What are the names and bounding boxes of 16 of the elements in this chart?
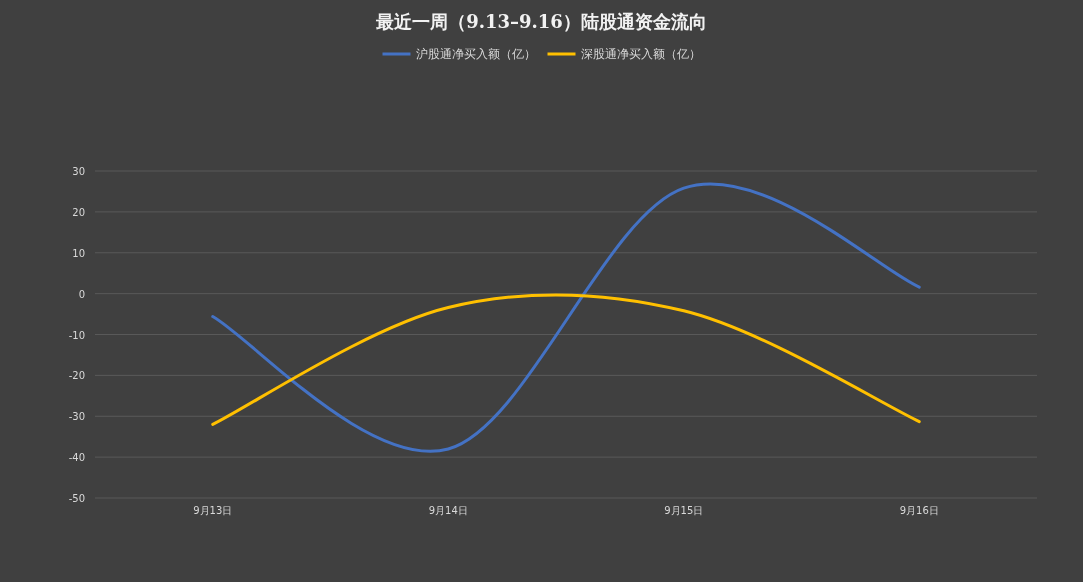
legend-label: 沪股通净买入额（亿） — [415, 47, 536, 61]
y-tick-label: -20 — [68, 370, 85, 382]
x-tick-label: 9月15日 — [664, 505, 704, 516]
chart-title: 最近一周（9.13–9.16）陆股通资金流向 — [375, 11, 707, 32]
legend-label: 深股通净买入额（亿） — [580, 47, 701, 61]
x-tick-label: 9月16日 — [899, 505, 939, 516]
y-tick-label: 20 — [72, 206, 85, 218]
x-tick-label: 9月14日 — [428, 505, 468, 516]
y-tick-label: 30 — [72, 166, 85, 177]
y-tick-label: 10 — [72, 247, 85, 259]
y-tick-label: 0 — [78, 288, 85, 300]
y-tick-label: -30 — [68, 411, 85, 423]
y-tick-label: -50 — [68, 493, 85, 504]
x-tick-label: 9月13日 — [193, 505, 233, 516]
y-tick-label: -40 — [68, 452, 85, 464]
y-tick-label: -10 — [68, 329, 85, 341]
